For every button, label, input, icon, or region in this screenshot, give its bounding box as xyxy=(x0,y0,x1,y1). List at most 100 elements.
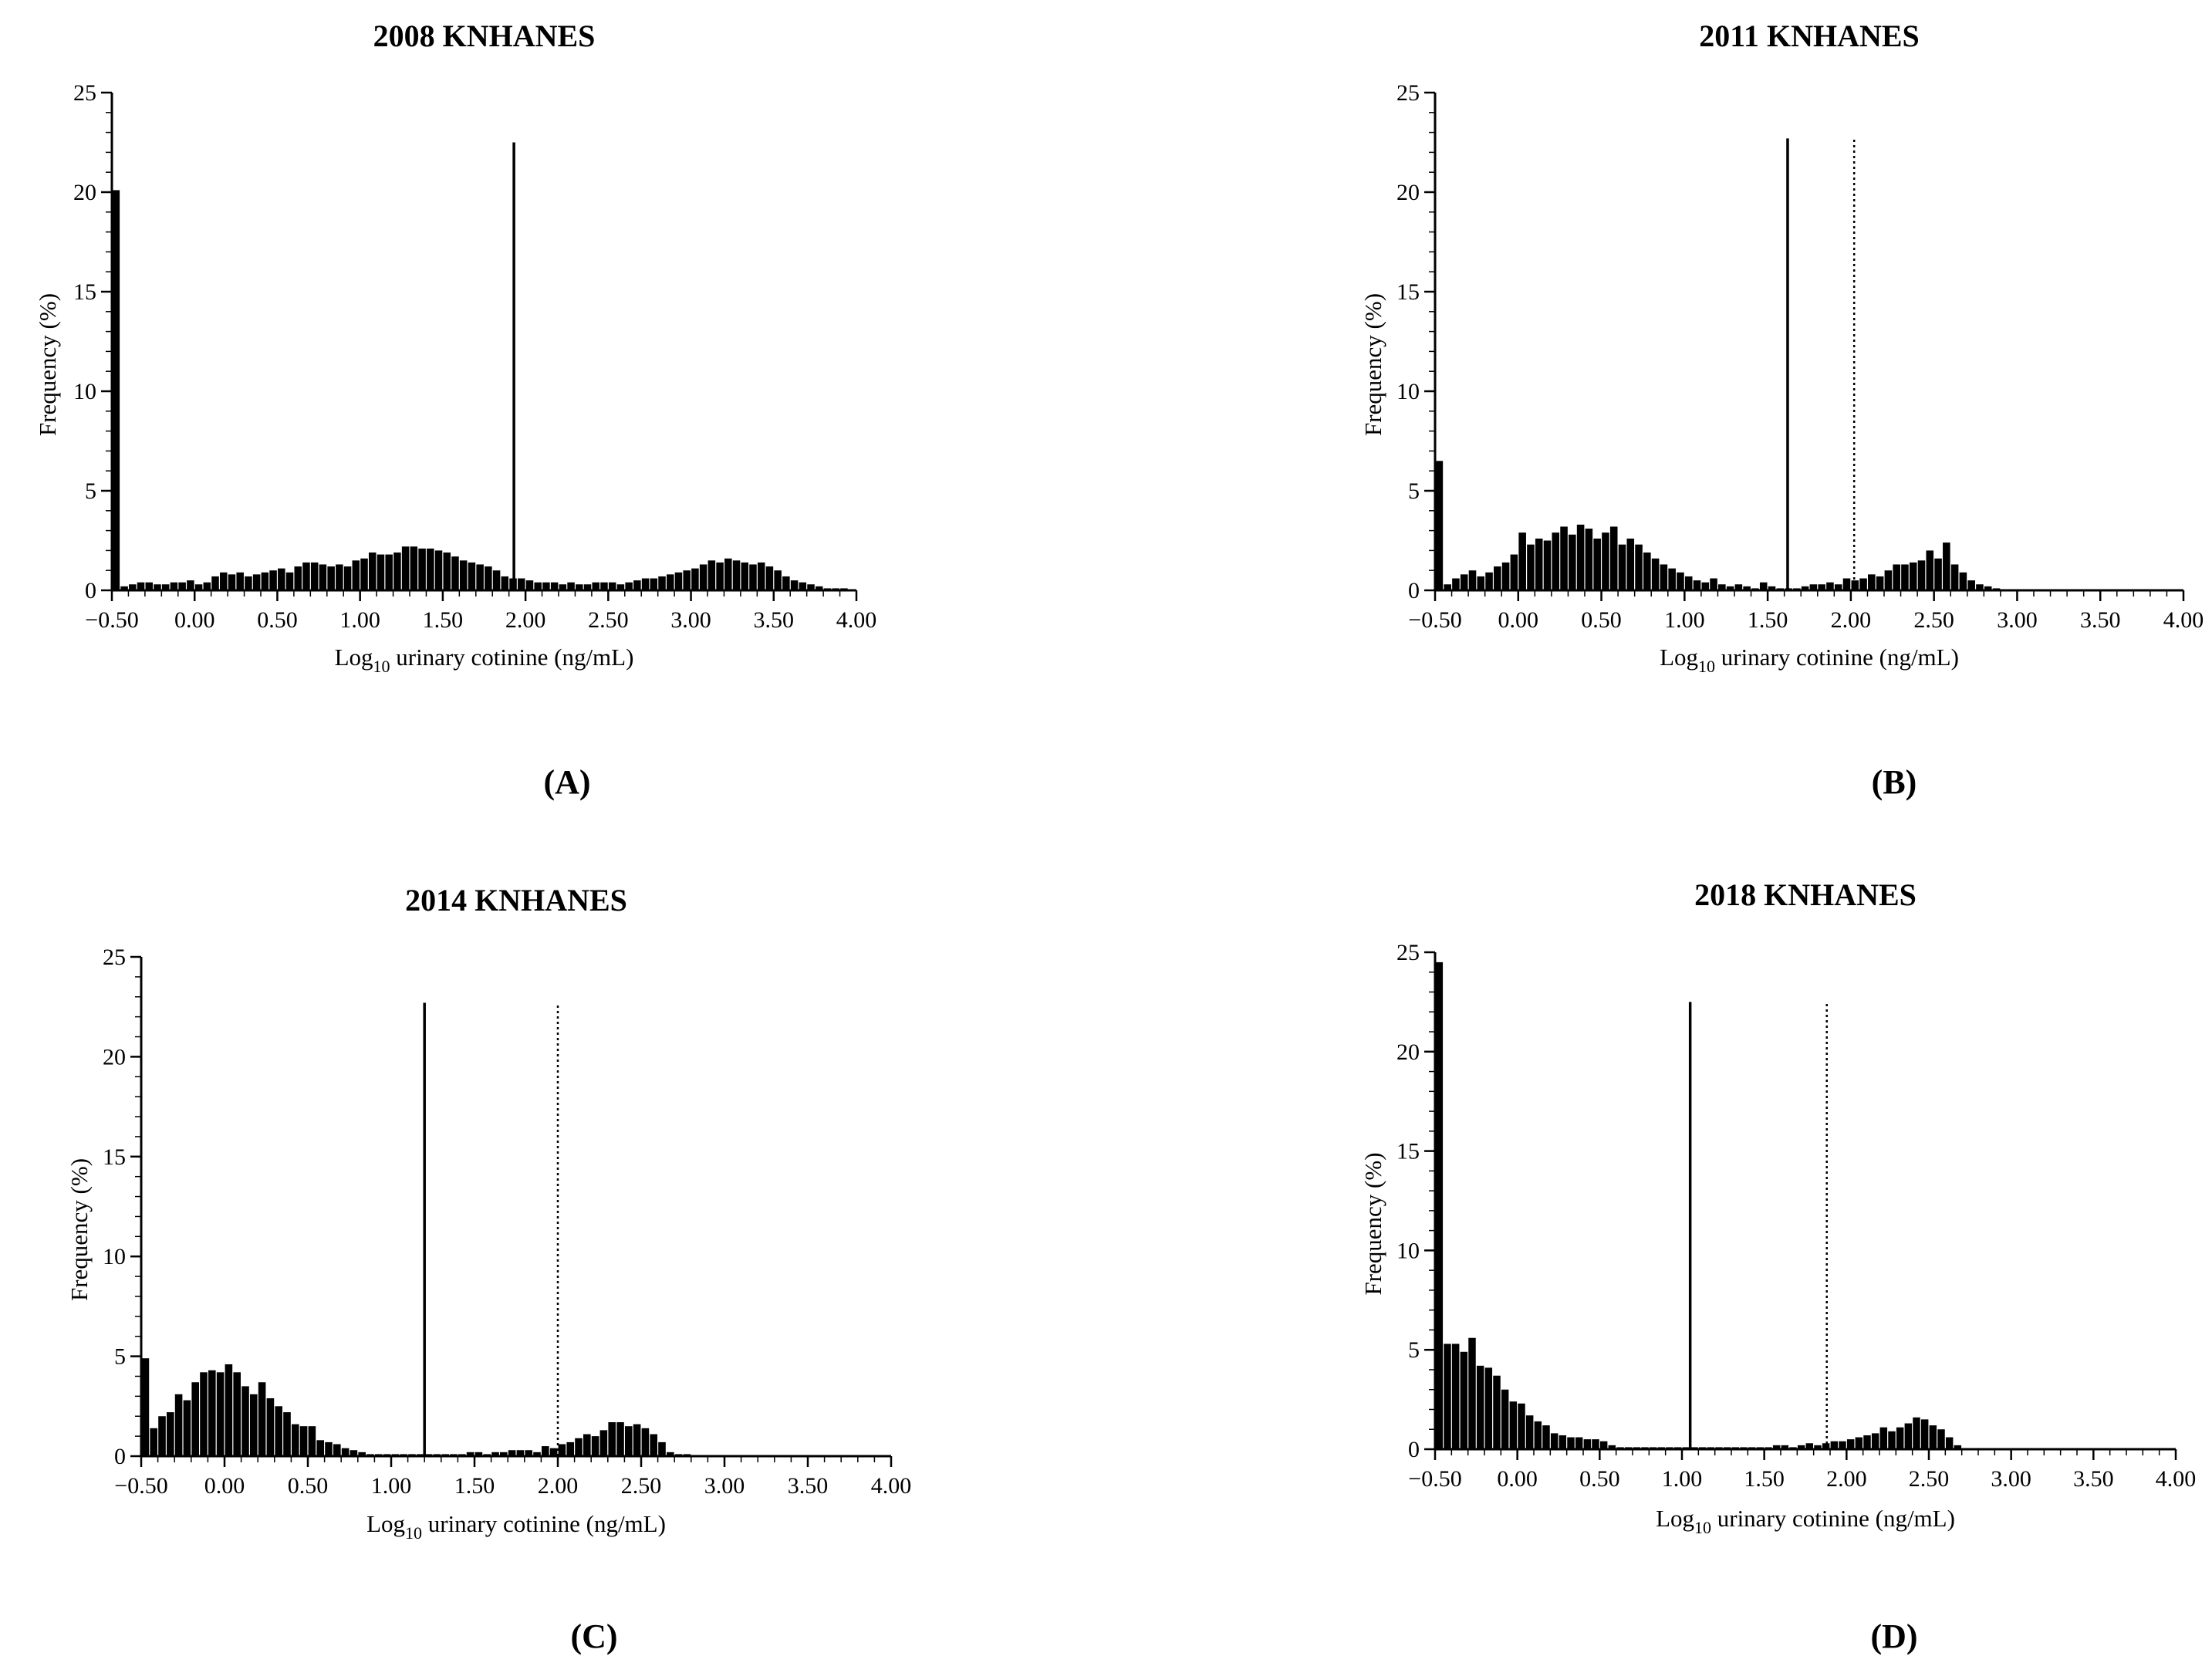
histogram-bar xyxy=(1592,1439,1599,1449)
x-tick-label: 1.50 xyxy=(1744,1466,1785,1492)
histogram-bar xyxy=(183,1400,191,1456)
x-tick-label: 2.00 xyxy=(505,607,546,633)
histogram-bar xyxy=(283,1412,291,1456)
histogram-bar xyxy=(154,584,161,590)
histogram-bar xyxy=(308,1426,316,1456)
y-tick-label: 25 xyxy=(1396,80,1420,106)
histogram-bar xyxy=(658,1441,666,1456)
histogram-bar xyxy=(1585,529,1593,590)
x-tick-label: −0.50 xyxy=(114,1473,167,1499)
histogram-bar xyxy=(1635,544,1643,590)
histogram-bar xyxy=(1826,582,1834,590)
histogram-bar xyxy=(699,564,708,590)
histogram-bar xyxy=(1468,570,1477,590)
histogram-bar xyxy=(1559,1435,1567,1449)
x-axis-label-log: Log xyxy=(335,644,373,671)
histogram-bar xyxy=(576,584,583,590)
histogram-bar xyxy=(1859,578,1867,590)
histogram-bar xyxy=(1460,1351,1468,1449)
chart-title: 2011 KNHANES xyxy=(1699,19,1920,53)
histogram-bar xyxy=(1484,1367,1493,1449)
histogram-bar xyxy=(1943,542,1950,590)
histogram-bar xyxy=(1435,962,1444,1449)
histogram-bar xyxy=(1542,1425,1550,1449)
x-axis-label: Log10 urinary cotinine (ng/mL) xyxy=(1660,644,1959,676)
histogram-bar xyxy=(278,568,285,590)
x-tick-label: 1.00 xyxy=(1662,1466,1703,1492)
histogram-bar xyxy=(1501,562,1510,590)
histogram-bar xyxy=(1830,1441,1839,1449)
histogram-bar xyxy=(418,548,426,590)
histogram-bar xyxy=(1846,1439,1855,1449)
histogram-bar xyxy=(120,586,128,590)
histogram-bar xyxy=(1888,1431,1896,1449)
x-tick-label: 0.50 xyxy=(1579,1466,1620,1492)
histogram-bar xyxy=(600,582,608,590)
histogram-bar xyxy=(608,1422,616,1456)
histogram-bar xyxy=(1934,558,1942,590)
y-tick-label: 5 xyxy=(1408,478,1420,504)
histogram-bar xyxy=(194,584,203,590)
histogram-bar xyxy=(550,582,559,590)
histogram-bar xyxy=(275,1406,282,1456)
histogram-bar xyxy=(599,1430,608,1456)
y-axis-label: Frequency (%) xyxy=(1359,293,1386,436)
histogram-bar xyxy=(1967,580,1975,590)
histogram-bar xyxy=(1485,572,1493,590)
histogram-bar xyxy=(1768,586,1776,590)
y-axis-label: Frequency (%) xyxy=(34,293,61,436)
histogram-bar xyxy=(641,578,650,590)
x-axis-label-rest: urinary cotinine (ng/mL) xyxy=(422,1510,666,1537)
histogram-bar xyxy=(319,564,327,590)
histogram-bar xyxy=(592,582,600,590)
histogram-bar xyxy=(1668,568,1676,590)
histogram-bar xyxy=(1901,564,1909,590)
histogram-bar xyxy=(112,190,120,591)
x-tick-label: 2.50 xyxy=(588,607,629,633)
histogram-bar xyxy=(358,1452,366,1456)
histogram-bar xyxy=(145,582,154,590)
histogram-bar xyxy=(674,572,683,590)
x-axis-label-rest: urinary cotinine (ng/mL) xyxy=(390,644,634,671)
histogram-bar xyxy=(385,554,393,590)
histogram-bar xyxy=(352,560,360,590)
x-tick-label: 4.00 xyxy=(2163,607,2204,633)
y-tick-label: 0 xyxy=(1408,1437,1420,1462)
histogram-bar xyxy=(129,584,137,590)
histogram-bar xyxy=(137,582,145,590)
x-tick-label: −0.50 xyxy=(1408,1466,1461,1492)
histogram-bar xyxy=(393,552,401,590)
histogram-bar xyxy=(1950,564,1959,590)
histogram-bar xyxy=(757,562,765,590)
histogram-bar xyxy=(1460,574,1468,590)
histogram-bar xyxy=(1871,1433,1879,1449)
histogram-bar xyxy=(167,1412,174,1456)
histogram-bar xyxy=(749,564,757,590)
y-tick-label: 10 xyxy=(1396,379,1420,404)
histogram-bar xyxy=(516,1450,525,1456)
histogram-bar xyxy=(427,548,434,590)
histogram-bar xyxy=(203,582,211,590)
histogram-bar xyxy=(641,1428,650,1456)
histogram-bar xyxy=(1525,1415,1534,1449)
histogram-bar xyxy=(161,584,170,590)
histogram-bar xyxy=(1781,1445,1789,1449)
histogram-bar xyxy=(491,1452,499,1456)
histogram-bar xyxy=(350,1450,358,1456)
histogram-bar xyxy=(170,582,178,590)
histogram-bar xyxy=(1710,578,1717,590)
histogram-bar xyxy=(1842,578,1851,590)
histogram-bar xyxy=(724,558,732,590)
histogram-bar xyxy=(1552,532,1560,590)
y-tick-label: 15 xyxy=(1396,279,1420,305)
histogram-bar xyxy=(1726,586,1734,590)
histogram-bar xyxy=(1569,534,1576,590)
histogram-bar xyxy=(716,562,724,590)
histogram-bar xyxy=(241,1386,249,1456)
histogram-bar xyxy=(1626,538,1635,590)
histogram-bar xyxy=(285,572,294,590)
histogram-bar xyxy=(732,560,741,590)
histogram-bar xyxy=(667,1452,674,1456)
histogram-bar xyxy=(525,1450,532,1456)
histogram-bar xyxy=(1809,584,1818,590)
